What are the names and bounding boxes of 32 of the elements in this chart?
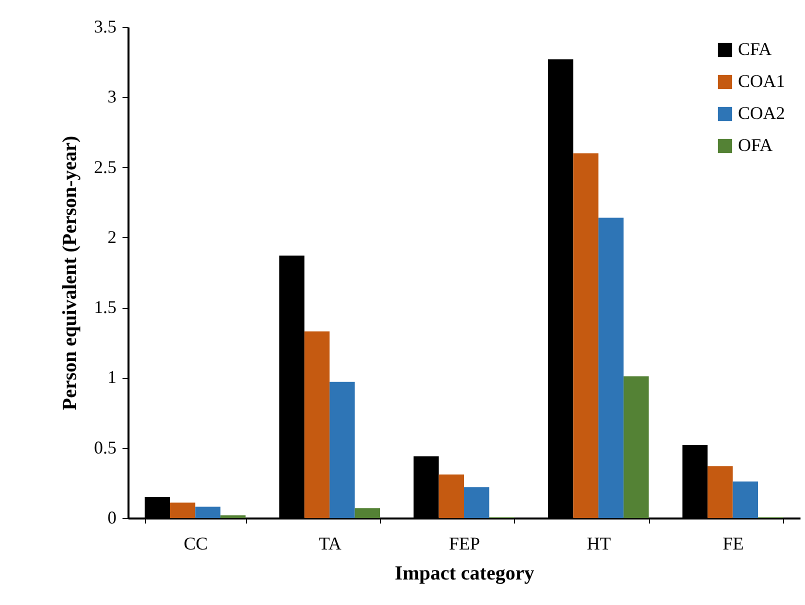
bar	[464, 487, 490, 518]
y-tick-label: 0.5	[94, 437, 116, 458]
x-axis-title: Impact category	[394, 562, 534, 584]
legend-label: COA1	[738, 71, 786, 91]
x-tick-label: TA	[318, 534, 342, 554]
bar	[220, 515, 246, 518]
y-tick-label: 1.5	[94, 297, 116, 318]
bar	[170, 502, 196, 518]
y-axis-title: Person equivalent (Person-year)	[59, 136, 81, 410]
x-tick-label: FEP	[448, 534, 480, 554]
bar	[708, 466, 733, 518]
bar	[330, 382, 355, 518]
y-tick-label: 1	[108, 367, 116, 388]
x-tick-label: HT	[586, 534, 611, 554]
x-tick-label: CC	[184, 534, 208, 554]
legend-label: OFA	[738, 135, 773, 155]
y-tick-label: 3.5	[94, 16, 116, 36]
bar	[573, 153, 598, 518]
legend-label: COA2	[738, 103, 786, 123]
x-tick-label: FE	[722, 534, 744, 554]
bar	[304, 331, 330, 518]
y-tick-label: 2	[108, 226, 116, 247]
bar	[354, 508, 380, 518]
legend-label: CFA	[738, 39, 772, 59]
bar	[732, 482, 758, 518]
bar	[195, 506, 220, 518]
y-tick-label: 0	[108, 508, 116, 528]
bar	[438, 474, 464, 518]
y-tick-label: 3	[108, 86, 116, 107]
bar	[598, 218, 624, 518]
bar	[624, 376, 649, 518]
y-tick-label: 2.5	[94, 156, 116, 177]
